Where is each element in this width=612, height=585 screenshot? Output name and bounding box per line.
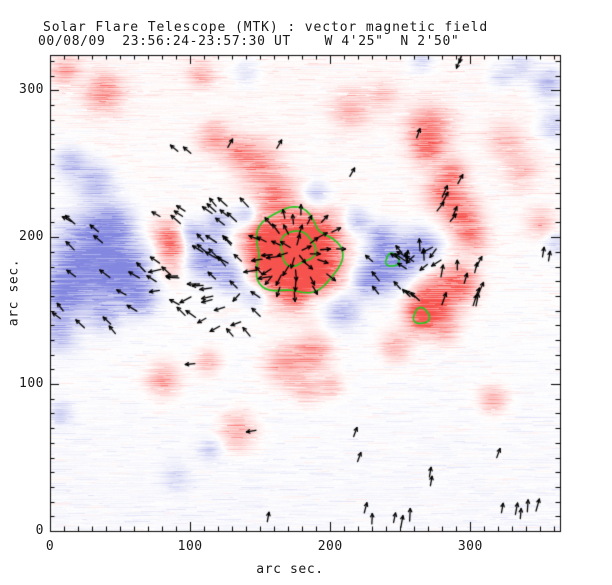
y-tick-label: 100 (19, 376, 44, 392)
x-tick-label: 0 (45, 539, 55, 554)
x-tick-label: 200 (317, 539, 343, 554)
x-tick-label: 300 (457, 539, 483, 554)
y-tick-label: 0 (35, 523, 44, 538)
y-axis-label: arc sec. (6, 258, 22, 327)
x-axis-label: arc sec. (256, 562, 324, 577)
x-tick-label: 100 (177, 539, 203, 554)
y-tick-label: 300 (19, 82, 44, 98)
y-tick-label: 200 (19, 229, 44, 245)
